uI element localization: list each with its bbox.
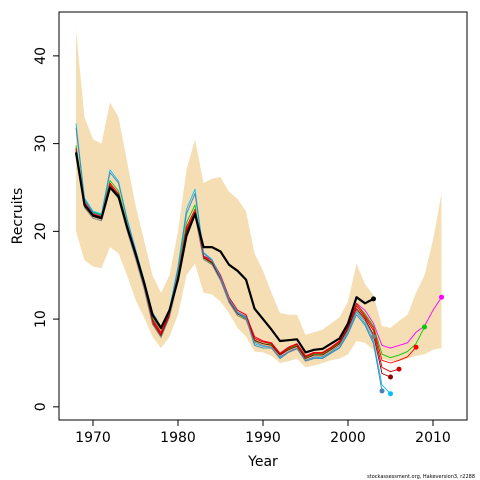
y-axis-title: Recruits xyxy=(10,188,26,245)
series-end-point-0 xyxy=(371,296,376,302)
series-line-peel-7 xyxy=(75,127,383,392)
series-end-point-5 xyxy=(388,374,393,380)
series-line-peel-6 xyxy=(75,123,391,395)
series-end-point-8 xyxy=(371,334,376,340)
y-tick-label: 30 xyxy=(33,135,49,153)
x-tick-label: 1970 xyxy=(75,430,111,446)
y-tick-label: 0 xyxy=(33,402,49,411)
y-tick-label: 10 xyxy=(33,310,49,328)
x-tick-label: 2000 xyxy=(330,430,366,446)
y-tick-label: 40 xyxy=(33,47,49,65)
plot-area xyxy=(74,29,444,397)
confidence-band xyxy=(76,29,442,368)
x-tick-label: 2010 xyxy=(415,430,451,446)
series-line-main xyxy=(74,152,375,354)
series-end-point-4 xyxy=(396,366,402,372)
x-axis-title: Year xyxy=(247,454,278,470)
y-tick-label: 20 xyxy=(33,222,49,240)
series-end-point-2 xyxy=(422,324,427,330)
series-end-point-6 xyxy=(388,391,393,397)
x-tick-label: 1980 xyxy=(160,430,196,446)
x-tick-label: 1990 xyxy=(245,430,281,446)
series-end-point-1 xyxy=(439,294,444,300)
series-end-point-3 xyxy=(413,344,419,350)
footnote: stockassessment.org, Hakeversion3, r2288 xyxy=(367,474,475,480)
axes: 1970 1980 1990 2000 2010 0 10 20 30 40 xyxy=(33,47,451,446)
series-end-point-7 xyxy=(379,388,385,394)
